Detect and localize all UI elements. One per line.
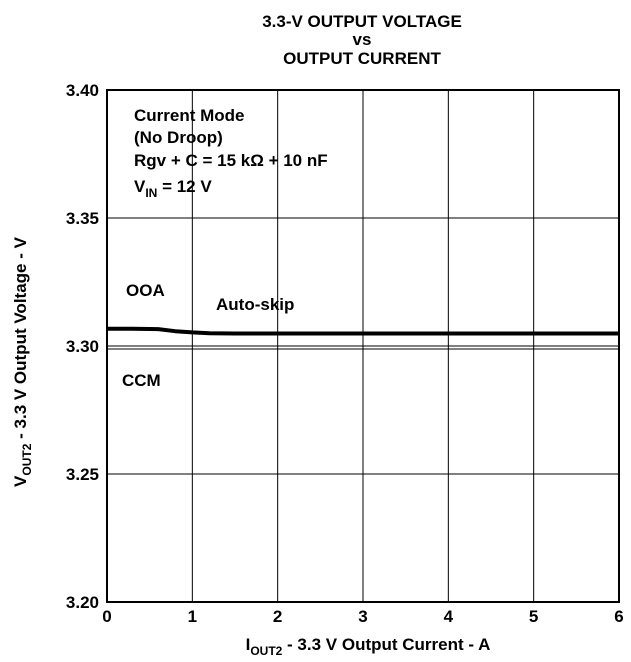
- y-axis-label-rest: - 3.3 V Output Voltage - V: [11, 236, 30, 443]
- y-tick-label-4: 3.40: [66, 81, 99, 100]
- annotation-ccm: CCM: [122, 371, 161, 390]
- x-tick-label-4: 4: [444, 607, 454, 626]
- condition-vin-main: V: [134, 177, 146, 196]
- condition-rgv: Rgv + C = 15 kΩ + 10 nF: [134, 151, 328, 170]
- x-tick-label-5: 5: [529, 607, 538, 626]
- x-tick-label-6: 6: [614, 607, 623, 626]
- condition-no-droop: (No Droop): [134, 128, 223, 147]
- x-tick-label-0: 0: [102, 607, 111, 626]
- chart-title-line-1: 3.3-V OUTPUT VOLTAGE: [262, 12, 462, 31]
- y-tick-label-2: 3.30: [66, 337, 99, 356]
- x-tick-labels: 0 1 2 3 4 5 6: [102, 607, 623, 626]
- y-axis-label: VOUT2 - 3.3 V Output Voltage - V: [11, 236, 34, 487]
- condition-vin-sub: IN: [145, 186, 157, 200]
- series-line-0: [107, 326, 619, 336]
- plot-frame: [106, 89, 620, 603]
- chart-title-line-2: vs: [353, 30, 372, 49]
- condition-current-mode: Current Mode: [134, 106, 245, 125]
- x-axis-label: IOUT2 - 3.3 V Output Current - A: [246, 635, 491, 658]
- annotation-auto-skip: Auto-skip: [216, 295, 294, 314]
- x-axis-label-main: I: [246, 635, 251, 654]
- series-group: [107, 326, 619, 336]
- x-axis-label-sub: OUT2: [250, 644, 282, 658]
- y-tick-label-3: 3.35: [66, 209, 99, 228]
- annotation-ooa: OOA: [126, 281, 165, 300]
- x-tick-label-1: 1: [188, 607, 197, 626]
- chart-title-line-3: OUTPUT CURRENT: [283, 49, 441, 68]
- y-tick-label-0: 3.20: [66, 593, 99, 612]
- x-tick-label-3: 3: [358, 607, 367, 626]
- y-axis-label-sub: OUT2: [20, 443, 34, 475]
- condition-vin: VIN = 12 V: [134, 177, 212, 200]
- condition-vin-rest: = 12 V: [157, 177, 212, 196]
- grid: [107, 90, 619, 602]
- y-tick-labels: 3.20 3.25 3.30 3.35 3.40: [66, 81, 99, 612]
- y-tick-label-1: 3.25: [66, 465, 99, 484]
- x-axis-label-rest: - 3.3 V Output Current - A: [282, 635, 490, 654]
- y-axis-label-main: V: [11, 475, 30, 487]
- x-tick-label-2: 2: [273, 607, 282, 626]
